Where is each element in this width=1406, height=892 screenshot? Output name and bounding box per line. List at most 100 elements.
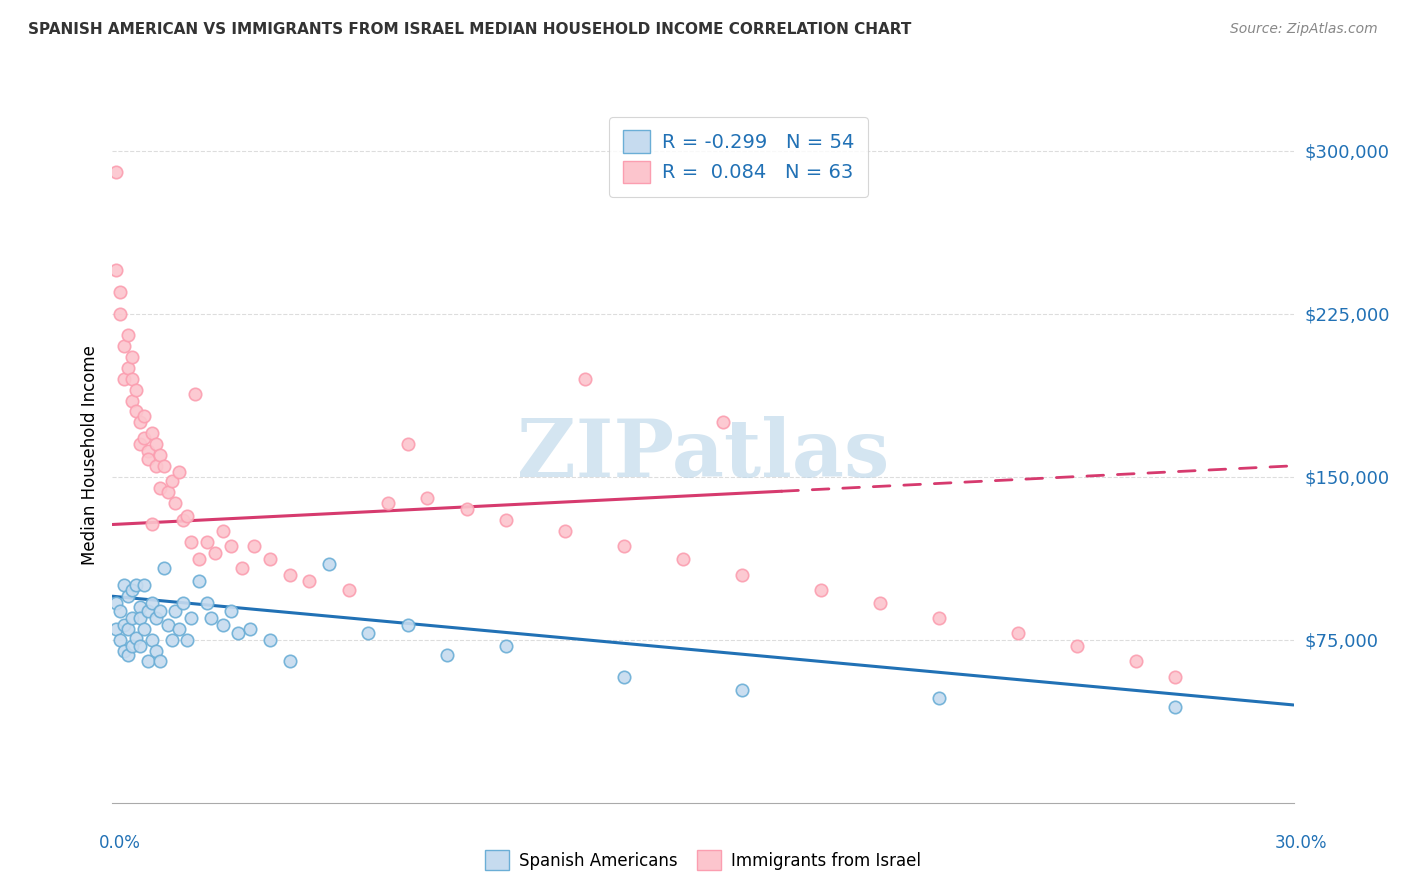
Point <box>219 539 242 553</box>
Point <box>259 632 281 647</box>
Point <box>204 546 226 560</box>
Point <box>125 631 148 645</box>
Point <box>129 600 152 615</box>
Point <box>200 611 222 625</box>
Point <box>169 622 191 636</box>
Point <box>337 582 360 597</box>
Point <box>152 458 174 473</box>
Point <box>117 361 139 376</box>
Point <box>117 648 139 662</box>
Point <box>188 574 211 588</box>
Point <box>1164 700 1187 714</box>
Point <box>125 578 148 592</box>
Point <box>731 682 754 697</box>
Point <box>180 535 202 549</box>
Point <box>176 632 198 647</box>
Point <box>145 437 167 451</box>
Point <box>121 393 143 408</box>
Point <box>141 426 163 441</box>
Point <box>869 596 891 610</box>
Point <box>132 431 155 445</box>
Point <box>132 409 155 423</box>
Point <box>377 496 399 510</box>
Point <box>396 617 419 632</box>
Point <box>176 508 198 523</box>
Point <box>318 557 340 571</box>
Point <box>574 372 596 386</box>
Point <box>165 605 187 619</box>
Point <box>231 561 253 575</box>
Point <box>141 632 163 647</box>
Point <box>112 617 135 632</box>
Point <box>110 605 132 619</box>
Point <box>117 328 139 343</box>
Point <box>125 383 148 397</box>
Point <box>495 639 517 653</box>
Point <box>136 452 159 467</box>
Point <box>112 578 135 592</box>
Point <box>1066 639 1088 653</box>
Point <box>211 524 233 538</box>
Point <box>132 578 155 592</box>
Point <box>110 285 132 299</box>
Point <box>195 535 218 549</box>
Point <box>613 670 636 684</box>
Point <box>125 404 148 418</box>
Point <box>211 617 233 632</box>
Point <box>149 605 172 619</box>
Point <box>160 632 183 647</box>
Point <box>613 539 636 553</box>
Point <box>195 596 218 610</box>
Point <box>188 552 211 566</box>
Point <box>105 622 128 636</box>
Point <box>105 165 128 179</box>
Point <box>169 466 191 480</box>
Point <box>731 567 754 582</box>
Text: 0.0%: 0.0% <box>98 834 141 852</box>
Point <box>416 491 439 506</box>
Point <box>117 622 139 636</box>
Point <box>1125 655 1147 669</box>
Point <box>129 437 152 451</box>
Point <box>928 611 950 625</box>
Point <box>160 474 183 488</box>
Point <box>172 513 194 527</box>
Point <box>112 339 135 353</box>
Point <box>112 643 135 657</box>
Point <box>141 596 163 610</box>
Point <box>156 484 179 499</box>
Point <box>136 655 159 669</box>
Point <box>436 648 458 662</box>
Point <box>228 626 250 640</box>
Point <box>145 458 167 473</box>
Point <box>121 639 143 653</box>
Point <box>456 502 478 516</box>
Point <box>105 596 128 610</box>
Point <box>928 691 950 706</box>
Text: ZIPatlas: ZIPatlas <box>517 416 889 494</box>
Point <box>357 626 380 640</box>
Point <box>711 415 734 429</box>
Point <box>141 517 163 532</box>
Point <box>219 605 242 619</box>
Point <box>145 643 167 657</box>
Point <box>117 589 139 603</box>
Point <box>278 655 301 669</box>
Point <box>810 582 832 597</box>
Text: 30.0%: 30.0% <box>1274 834 1327 852</box>
Point <box>136 443 159 458</box>
Point <box>243 539 266 553</box>
Point <box>239 622 262 636</box>
Point <box>149 481 172 495</box>
Point <box>1164 670 1187 684</box>
Point <box>172 596 194 610</box>
Point <box>110 632 132 647</box>
Point <box>145 611 167 625</box>
Legend: Spanish Americans, Immigrants from Israel: Spanish Americans, Immigrants from Israe… <box>477 842 929 878</box>
Point <box>112 372 135 386</box>
Y-axis label: Median Household Income: Median Household Income <box>80 345 98 565</box>
Point <box>554 524 576 538</box>
Point <box>149 448 172 462</box>
Point <box>129 639 152 653</box>
Point <box>259 552 281 566</box>
